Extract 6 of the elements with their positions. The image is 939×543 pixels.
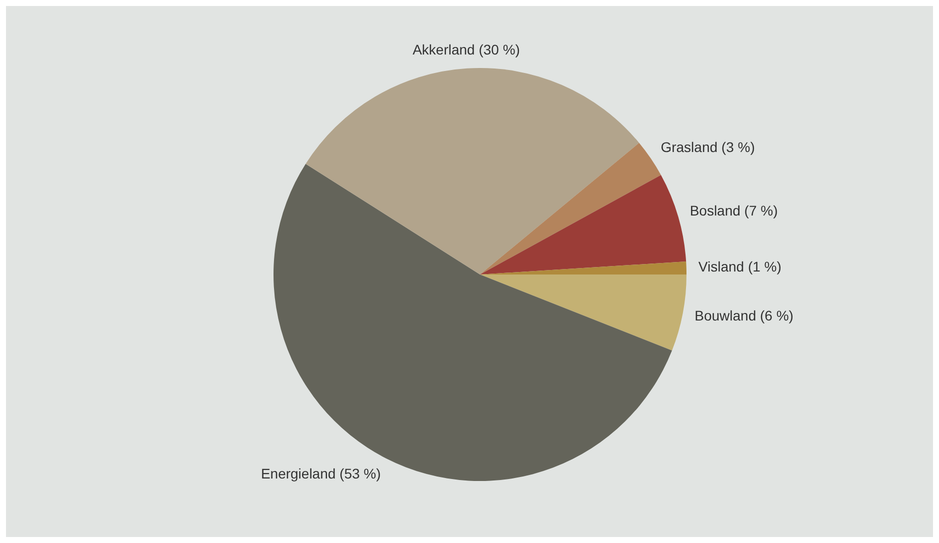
slice-label: Bouwland (6 %) [694, 307, 794, 324]
slice-label: Energieland (53 %) [260, 465, 381, 482]
slice-label: Visland (1 %) [698, 258, 782, 274]
slice-label: Grasland (3 %) [660, 139, 755, 156]
slice-label: Akkerland (30 %) [412, 41, 520, 58]
slice-label: Bosland (7 %) [690, 202, 778, 219]
